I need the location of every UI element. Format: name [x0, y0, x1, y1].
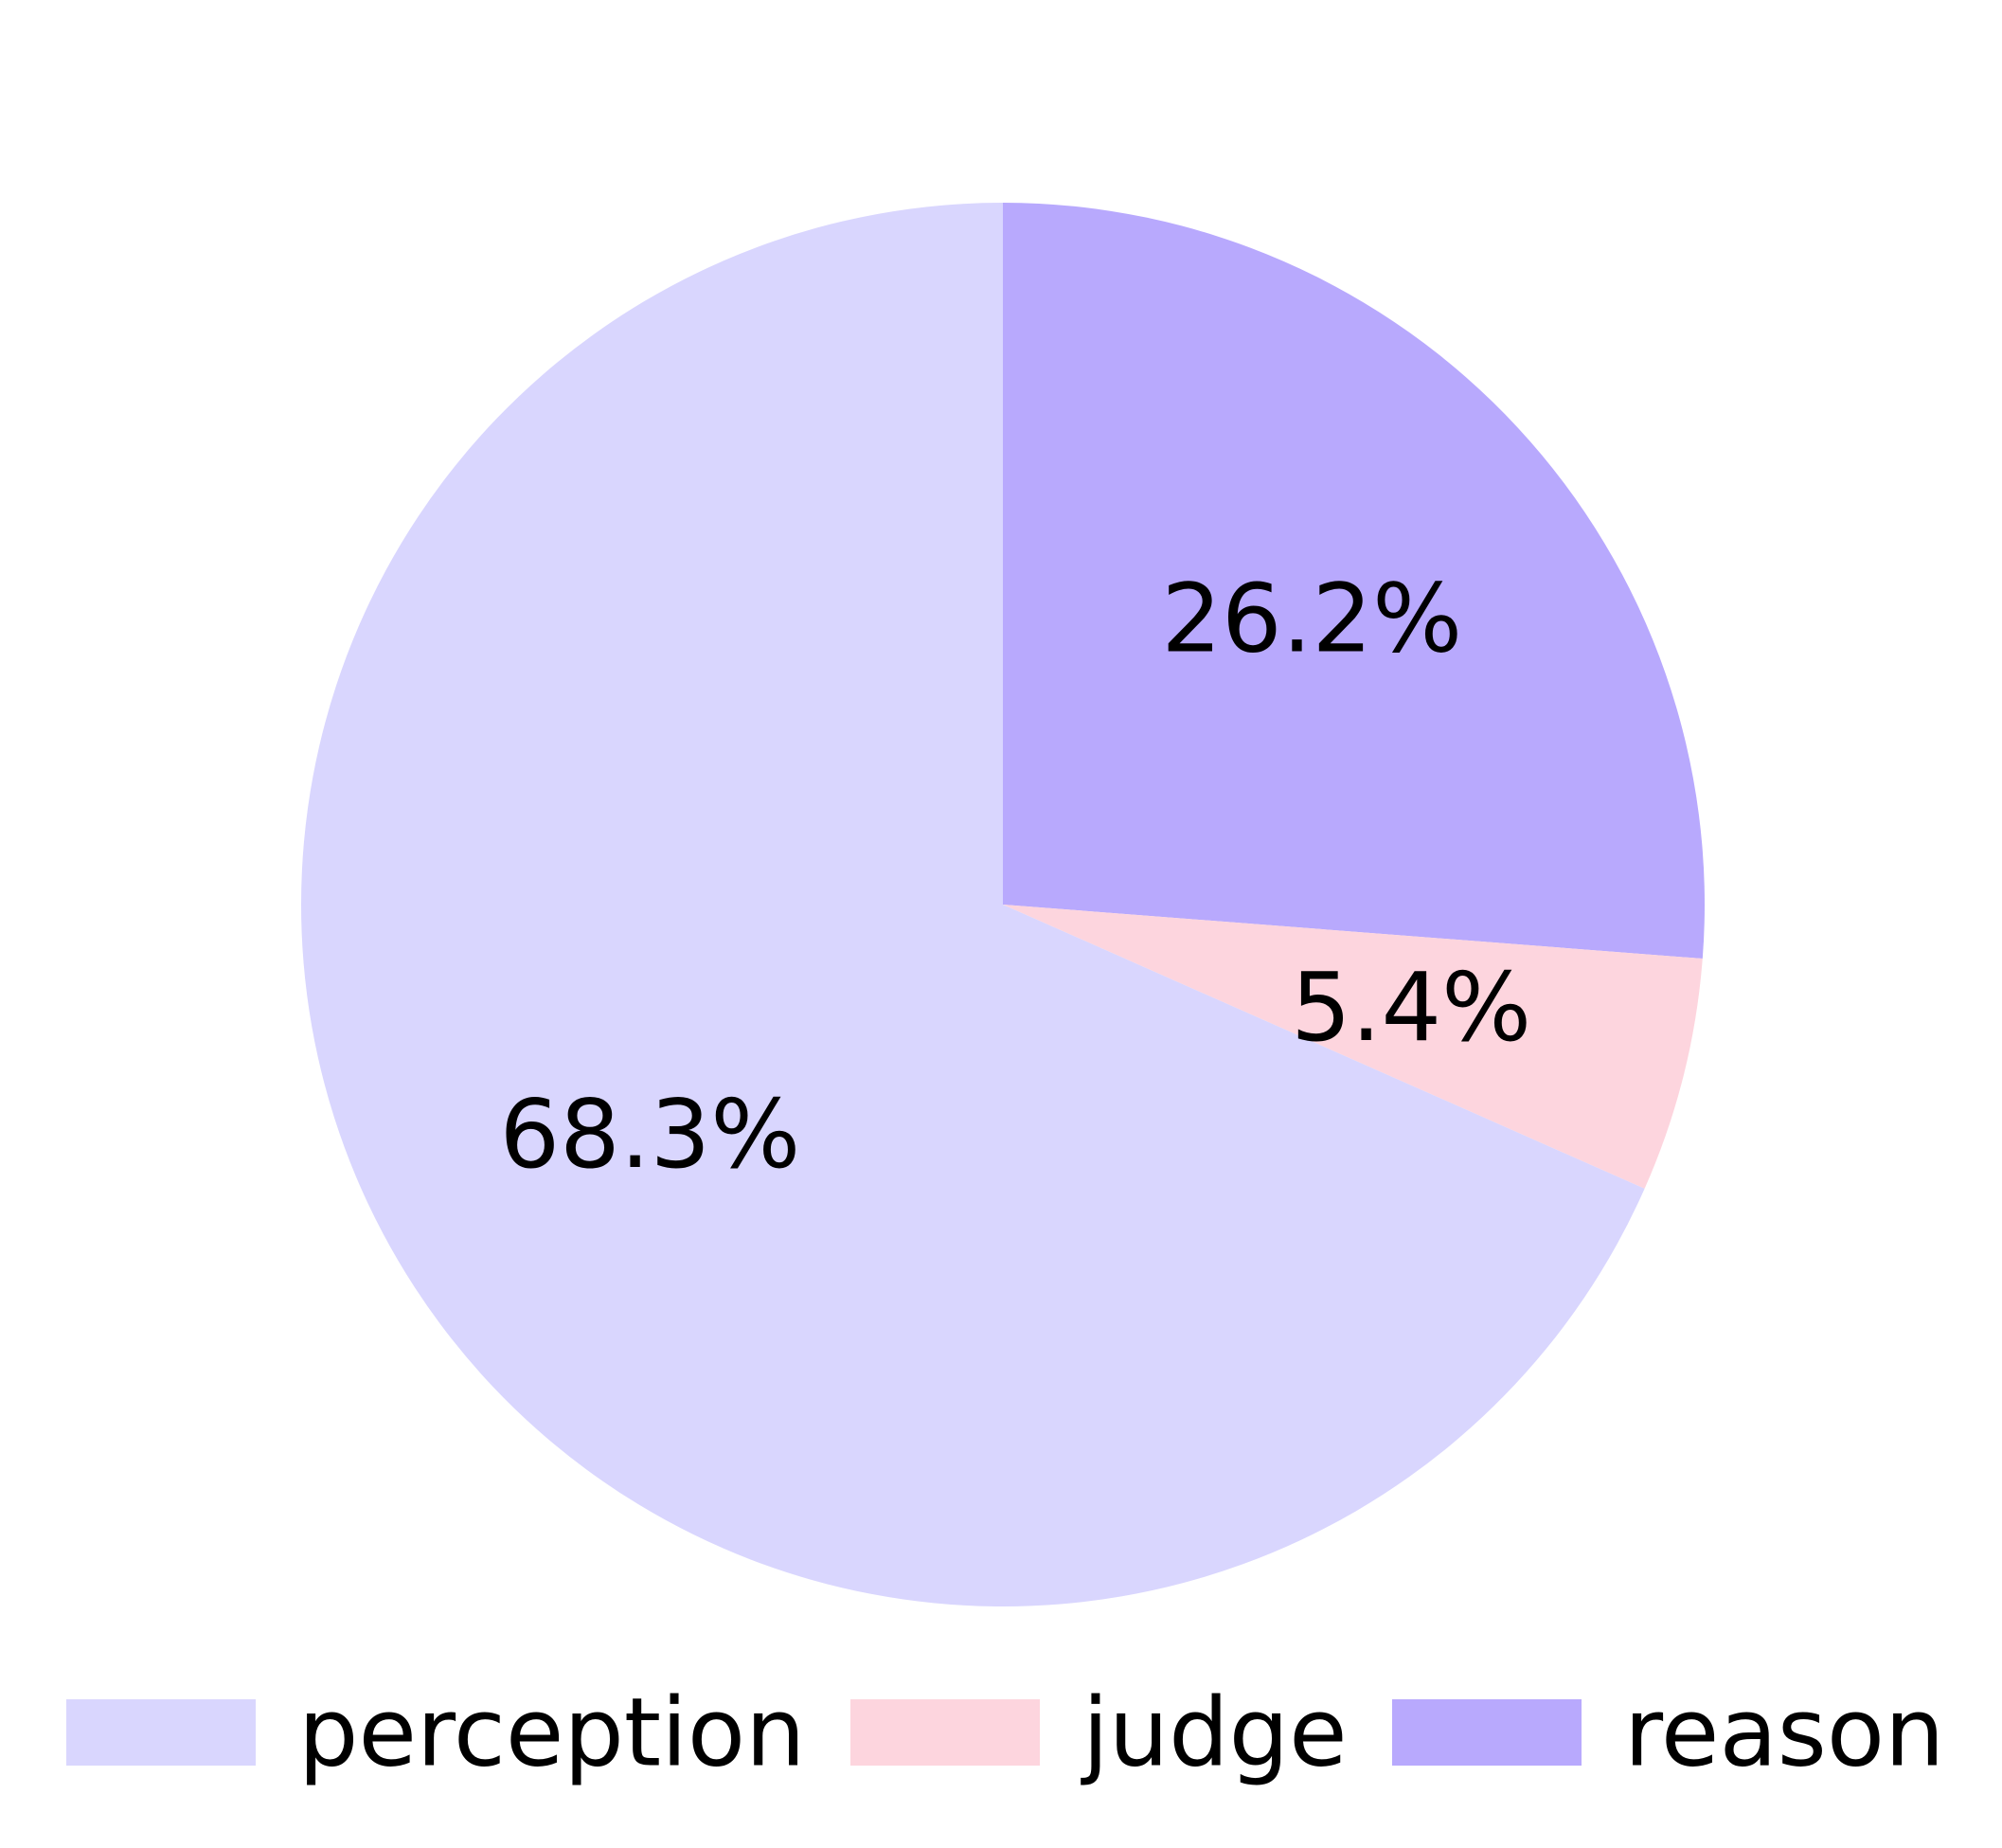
pie-label-perception: 68.3% [500, 1079, 801, 1190]
legend-swatch-perception [66, 1699, 256, 1766]
legend-label-reason: reason [1624, 1678, 1944, 1788]
pie-slices [301, 203, 1705, 1606]
pie-percentage-labels: 26.2% 5.4% 68.3% [500, 563, 1532, 1190]
legend-swatch-reason [1392, 1699, 1582, 1766]
pie-slice-perception [301, 203, 1645, 1606]
legend: perception judge reason [66, 1678, 1944, 1788]
pie-label-judge: 5.4% [1291, 952, 1531, 1063]
legend-label-judge: judge [1081, 1678, 1348, 1788]
pie-slice-judge [1003, 905, 1703, 1189]
legend-label-perception: perception [298, 1678, 805, 1788]
pie-label-reason: 26.2% [1161, 563, 1462, 673]
pie-slice-reason [1003, 203, 1705, 960]
legend-swatch-judge [850, 1699, 1040, 1766]
